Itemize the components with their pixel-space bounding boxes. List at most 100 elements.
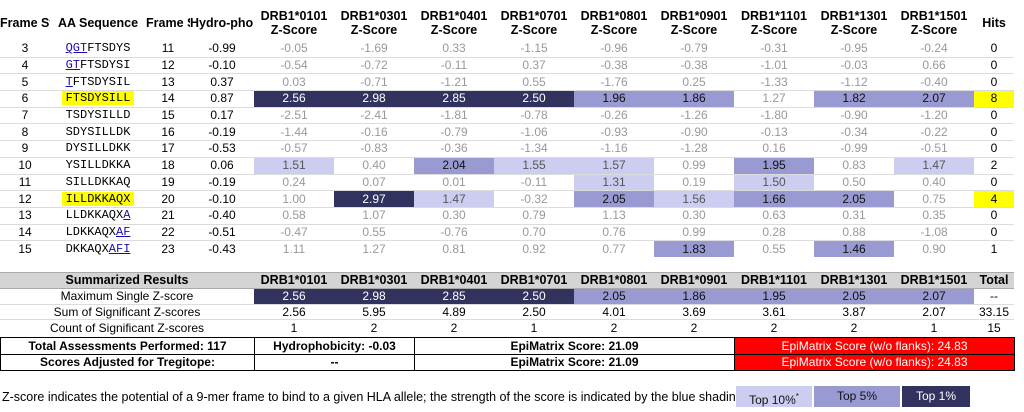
z-score-cell: 1.55 [494, 157, 574, 174]
hits-cell: 8 [974, 90, 1014, 108]
z-score-cell: -1.21 [440, 74, 468, 89]
z-score-cell: -0.22 [920, 124, 948, 139]
z-score-cell: 0.58 [282, 208, 306, 223]
table-row: 14 LDKKAQXAF 22 -0.51 -0.47 0.55 -0.76 0.70 0.76… [0, 224, 1014, 241]
table-row: 11 SILLDKKAQ 19 -0.19 0.24 0.07 0.01 -0.11 1.31 0… [0, 174, 1014, 191]
summary-allele-header: DRB1*0101 [254, 272, 334, 289]
hits-cell: 0 [990, 41, 998, 56]
flank-suffix: AFI [108, 241, 131, 256]
hydrophobicity: -0.19 [208, 174, 236, 189]
hydrophobicity: -0.43 [208, 241, 236, 256]
z-score-cell: -0.76 [440, 224, 468, 239]
epimatrix-score: EpiMatrix Score: 21.09 [414, 337, 735, 355]
summary-value: 2.07 [894, 287, 974, 305]
table-row: 13 LLDKKAQXA 21 -0.40 0.58 1.07 0.30 0.79 1.13 0.… [0, 207, 1014, 224]
sequence-text: DYSILLDKK [66, 141, 131, 155]
z-score-cell: -1.20 [920, 108, 948, 123]
allele-header: DRB1*1501 Z-Score [894, 4, 974, 41]
summary-header-row: Summarized Results DRB1*0101 DRB1*0301 DRB… [0, 272, 1014, 289]
aa-sequence: GTFTSDYSI [50, 57, 146, 74]
legend-top10-mark: * [795, 392, 799, 401]
z-score-cell: 0.70 [522, 224, 546, 239]
summary-value: 3.87 [814, 303, 894, 320]
z-score-cell: -0.71 [360, 74, 388, 89]
summary-row: Count of Significant Z-scores 1 2 2 1 2 2 2 2 1 15 [0, 319, 1014, 336]
legend-top10-label: Top 10% [749, 393, 796, 407]
z-score-cell: 0.50 [842, 174, 866, 189]
summary-value: 2.05 [574, 287, 654, 305]
z-score-cell: -0.90 [840, 108, 868, 123]
aa-sequence: LLDKKAQXA [50, 207, 146, 224]
z-score-cell: -1.69 [360, 41, 388, 56]
summary-value: 2.50 [494, 303, 574, 320]
frame-stop: 13 [161, 74, 175, 89]
z-score-cell: -0.05 [280, 41, 308, 56]
summary-row: Maximum Single Z-score 2.56 2.98 2.85 2.50 2.… [0, 287, 1014, 305]
hits-cell: 0 [990, 74, 998, 89]
summary-total-header: Total [974, 272, 1014, 289]
z-score-label: Z-Score [750, 22, 798, 37]
aa-sequence: YSILLDKKA [50, 157, 146, 174]
z-score-cell: 1.96 [574, 90, 654, 108]
summary-allele-header: DRB1*1501 [894, 272, 974, 289]
z-score-cell: -0.03 [840, 58, 868, 73]
summary-allele-header: DRB1*0301 [334, 272, 414, 289]
flank-prefix: GT [65, 58, 80, 73]
aa-sequence: SILLDKKAQ [50, 174, 146, 191]
allele-header: DRB1*0101 Z-Score [254, 4, 334, 41]
z-score-cell: -0.54 [280, 58, 308, 73]
frame-stop: 15 [161, 108, 175, 123]
z-score-cell: 1.50 [734, 174, 814, 191]
summary-total: 33.15 [974, 303, 1014, 320]
frame-stop: 17 [161, 141, 175, 156]
z-score-cell: -1.80 [760, 108, 788, 123]
hits-cell: 0 [990, 174, 998, 189]
allele-name: DRB1*0401 [420, 8, 488, 23]
hits-cell: 0 [990, 58, 998, 73]
frame-start: 15 [18, 241, 32, 256]
summary-value: 2.56 [254, 287, 334, 305]
z-score-cell: 0.33 [442, 41, 466, 56]
allele-header: DRB1*1301 Z-Score [814, 4, 894, 41]
z-score-cell: -0.47 [280, 224, 308, 239]
z-score-cell: 1.83 [654, 240, 734, 257]
z-score-cell: -0.36 [440, 141, 468, 156]
hydrophobicity: 0.06 [210, 158, 234, 173]
hydrophobicity: 0.87 [210, 91, 234, 106]
z-score-cell: 0.25 [682, 74, 706, 89]
summary-allele-header: DRB1*1301 [814, 272, 894, 289]
table-row: 10 YSILLDKKA 18 0.06 1.51 0.40 2.04 1.55 1.57 0.9… [0, 157, 1014, 174]
sequence-text: LDKKAQXAF [66, 225, 131, 239]
z-score-cell: -1.81 [440, 108, 468, 123]
z-score-cell: -0.95 [840, 41, 868, 56]
allele-header: DRB1*0701 Z-Score [494, 4, 574, 41]
z-score-cell: -1.26 [680, 108, 708, 123]
z-score-cell: 2.50 [494, 90, 574, 108]
summary-value: 2 [414, 319, 494, 336]
z-score-cell: 0.37 [522, 58, 546, 73]
summary-title: Summarized Results [0, 272, 254, 289]
sequence-text: TSDYSILLD [66, 108, 131, 122]
epimatrix-noflank-score: EpiMatrix Score (w/o flanks): 24.83 [734, 337, 1015, 355]
z-score-cell: 0.03 [282, 74, 306, 89]
table-row: 12 ILLDKKAQX 20 -0.10 1.00 2.97 1.47 -0.32 2.05 1… [0, 190, 1014, 208]
flank-suffix: A [123, 208, 131, 223]
core-sequence: DKKAQX [65, 241, 109, 256]
z-score-label: Z-Score [350, 22, 398, 37]
z-score-cell: 0.75 [922, 191, 946, 206]
summary-value: 4.01 [574, 303, 654, 320]
sequence-text: SDYSILLDK [66, 125, 131, 139]
z-score-cell: 1.95 [734, 157, 814, 174]
z-score-cell: 0.35 [922, 208, 946, 223]
hydrophobicity: -0.10 [208, 191, 236, 206]
z-score-cell: 0.77 [602, 241, 626, 256]
z-score-cell: 1.46 [814, 240, 894, 257]
summary-value: 1.86 [654, 287, 734, 305]
z-score-cell: -0.72 [360, 58, 388, 73]
z-score-cell: 1.11 [282, 241, 306, 256]
z-score-cell: -0.78 [520, 108, 548, 123]
z-score-cell: 0.90 [922, 241, 946, 256]
table-row: 3 QGTFTSDYS 11 -0.99 -0.05 -1.69 0.33 -1.15 -0.9… [0, 41, 1014, 57]
z-score-cell: 2.98 [334, 90, 414, 108]
z-score-cell: 0.40 [362, 158, 386, 173]
